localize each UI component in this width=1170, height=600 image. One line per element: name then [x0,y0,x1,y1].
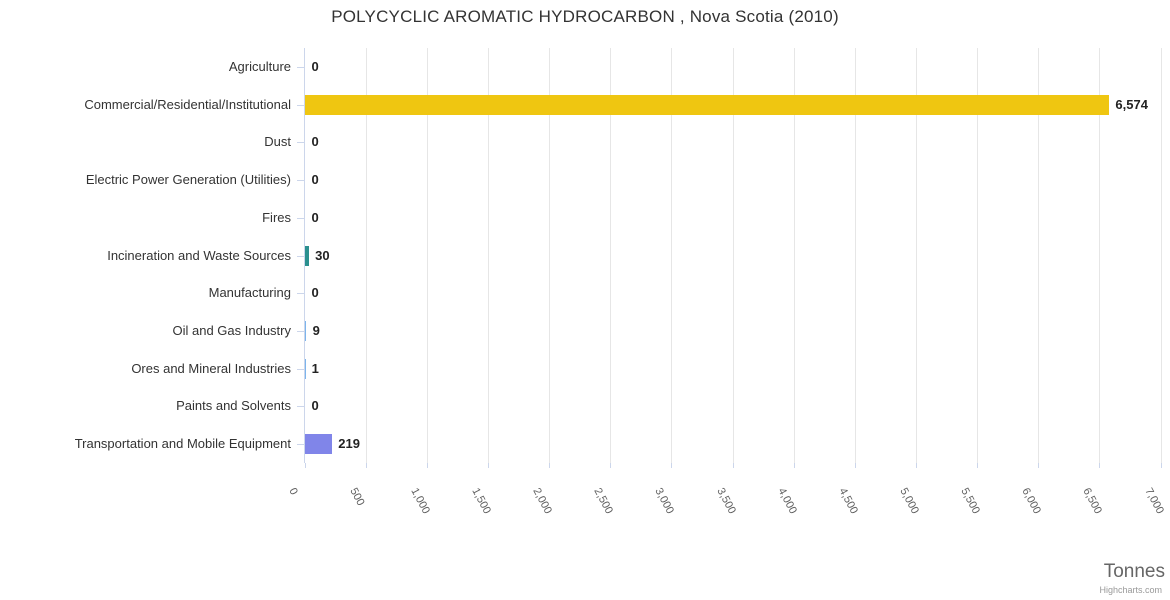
x-axis-tick-label: 6,500 [1080,486,1105,516]
y-axis-tick [296,142,304,144]
category-label: Transportation and Mobile Equipment [74,436,291,452]
x-axis-title: Tonnes [1103,561,1165,582]
category-label: Ores and Mineral Industries [131,360,291,376]
value-label: 6,574 [1115,96,1148,112]
gridline [854,48,856,463]
x-axis-tick [610,463,612,468]
value-label: 0 [311,172,319,188]
category-label: Fires [262,209,291,225]
category-label: Dust [264,134,291,150]
category-label: Oil and Gas Industry [172,322,292,338]
x-axis-tick [426,463,428,468]
x-axis-tick-label: 2,500 [591,486,616,516]
gridline [487,48,489,463]
bar[interactable] [305,320,307,341]
x-axis-tick-label: 5,500 [958,486,982,516]
x-axis-tick [671,463,673,468]
gridline [915,48,917,463]
x-axis-tick [915,463,917,468]
x-axis-tick-label: 2,000 [530,486,554,516]
x-axis-tick [1099,463,1101,468]
gridline [977,48,979,463]
x-axis-tick [365,463,367,468]
y-axis-tick [296,444,304,446]
gridline [610,48,612,463]
gridline [1160,48,1162,463]
category-label: Electric Power Generation (Utilities) [85,172,291,188]
x-axis-tick [1038,463,1040,468]
x-axis-tick-label: 0 [285,486,300,498]
value-label: 0 [311,58,319,74]
gridline [732,48,734,463]
gridline [793,48,795,463]
x-axis-tick [549,463,551,468]
x-axis-tick [793,463,795,468]
y-axis-tick [296,406,304,408]
x-axis-tick-label: 500 [347,486,367,508]
bar[interactable] [305,434,332,455]
gridline [671,48,673,463]
bar[interactable] [305,358,306,379]
category-label: Agriculture [228,58,291,74]
y-axis-tick [296,104,304,106]
category-label: Manufacturing [208,285,291,301]
gridline [549,48,551,463]
x-axis-tick [487,463,489,468]
y-axis-tick [296,180,304,182]
gridline [1099,48,1101,463]
x-axis-tick-label: 1,000 [408,486,432,516]
gridline [1038,48,1040,463]
y-axis-line [304,48,305,463]
bar[interactable] [305,245,309,266]
x-axis-tick-label: 1,500 [469,486,493,516]
x-axis-tick [304,463,306,468]
gridline [426,48,428,463]
x-axis-tick-label: 6,000 [1019,486,1044,516]
value-label: 0 [311,285,319,301]
chart-title: POLYCYCLIC AROMATIC HYDROCARBON , Nova S… [331,7,839,26]
value-label: 0 [311,134,319,150]
gridline [365,48,367,463]
y-axis-tick [296,66,304,68]
x-axis-tick-label: 3,000 [652,486,677,516]
x-axis-tick-label: 3,500 [713,486,738,516]
x-axis-tick-label: 4,000 [775,486,799,516]
value-label: 1 [311,360,319,376]
category-label: Incineration and Waste Sources [107,247,291,263]
value-label: 9 [312,322,320,338]
category-label: Paints and Solvents [176,398,291,414]
y-axis-tick [296,217,304,219]
value-label: 219 [338,436,360,452]
x-axis-tick [1160,463,1162,468]
y-axis-tick [296,293,304,295]
bar[interactable] [305,94,1109,115]
value-label: 30 [315,247,330,263]
value-label: 0 [311,209,319,225]
x-axis-tick [732,463,734,468]
value-label: 0 [311,398,319,414]
x-axis-tick-label: 5,000 [897,486,921,516]
x-axis-tick [977,463,979,468]
x-axis-tick-label: 4,500 [836,486,860,516]
y-axis-tick [296,368,304,370]
x-axis-tick [854,463,856,468]
x-axis-tick-label: 7,000 [1141,486,1166,516]
highcharts-credit-link[interactable]: Highcharts.com [1099,585,1162,595]
y-axis-tick [296,330,304,332]
category-label: Commercial/Residential/Institutional [84,96,291,112]
y-axis-tick [296,255,304,257]
